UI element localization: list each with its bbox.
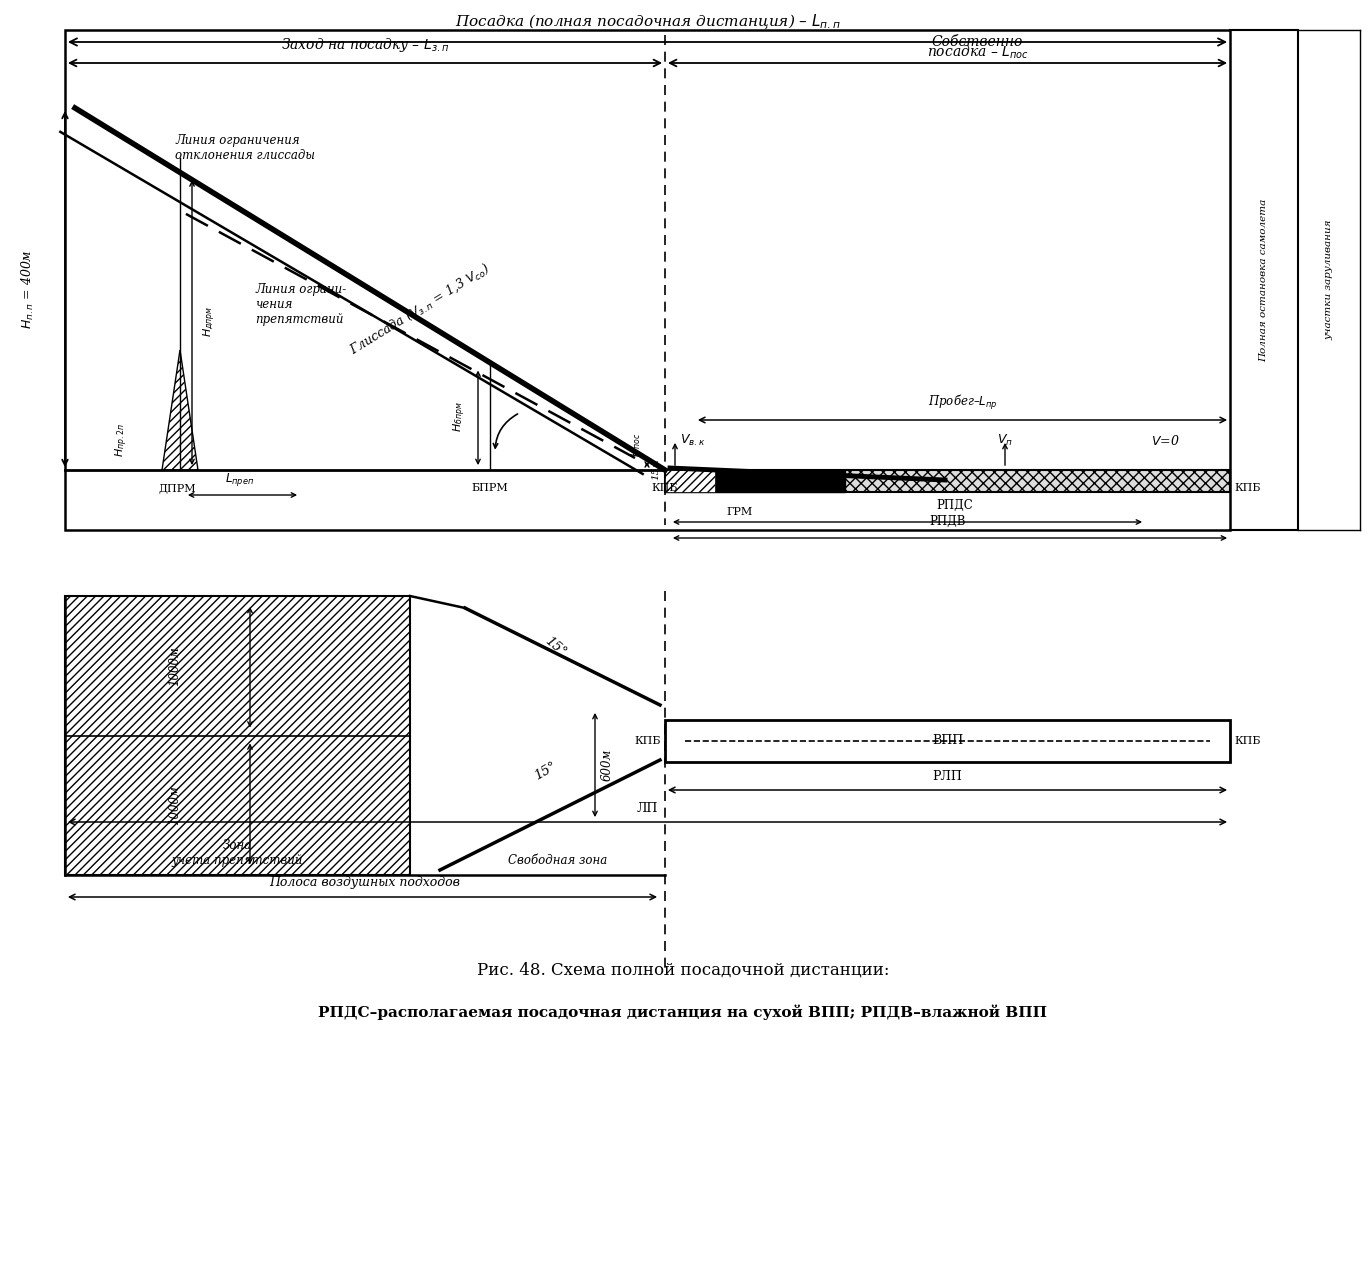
Text: БПРМ: БПРМ [472, 483, 509, 493]
Text: РЛП: РЛП [932, 771, 962, 783]
Text: $V_{в.к}$: $V_{в.к}$ [679, 433, 705, 448]
Text: ДПРМ: ДПРМ [159, 483, 195, 493]
Text: РПДС–располагаемая посадочная дистанция на сухой ВПП; РПДВ–влажной ВПП: РПДС–располагаемая посадочная дистанция … [319, 1005, 1047, 1020]
Text: КПБ: КПБ [1234, 483, 1260, 493]
Text: $V_{п}$: $V_{п}$ [997, 433, 1013, 448]
Text: $L_{преп}$: $L_{преп}$ [226, 471, 254, 488]
Bar [66, 596, 410, 876]
Text: 15м: 15м [651, 458, 660, 480]
Text: ВПП: ВПП [932, 735, 964, 748]
Text: Свободная зона: Свободная зона [509, 854, 607, 867]
Text: КПБ: КПБ [1234, 736, 1260, 746]
Text: Глиссада ($V_{з.п}$ = 1,3 $V_{со}$): Глиссада ($V_{з.п}$ = 1,3 $V_{со}$) [347, 260, 493, 358]
Text: РПДС: РПДС [936, 499, 973, 512]
Text: Линия ограничения
отклонения глиссады: Линия ограничения отклонения глиссады [175, 134, 314, 163]
Text: Рис. 48. Схема полной посадочной дистанции:: Рис. 48. Схема полной посадочной дистанц… [477, 961, 890, 978]
Text: Линия ограни-
чения
препятствий: Линия ограни- чения препятствий [256, 283, 346, 326]
Text: $H_{пр.2п}$: $H_{пр.2п}$ [113, 422, 130, 457]
Text: $H_{дпрм}$: $H_{дпрм}$ [202, 306, 219, 337]
Polygon shape [163, 349, 198, 470]
Bar [664, 470, 1230, 492]
Bar [66, 29, 1230, 530]
Text: ГРМ: ГРМ [727, 507, 753, 517]
Text: Заход на посадку – $L_{з.п}$: Заход на посадку – $L_{з.п}$ [280, 36, 450, 54]
Text: 15°: 15° [541, 634, 569, 659]
Text: $H_{бпрм}$: $H_{бпрм}$ [451, 401, 468, 431]
Text: Полоса воздушных подходов: Полоса воздушных подходов [269, 876, 461, 890]
Bar [664, 719, 1230, 762]
Text: 15°: 15° [532, 760, 558, 783]
Text: КПБ: КПБ [652, 483, 678, 493]
Bar [664, 470, 845, 492]
Polygon shape [664, 470, 715, 492]
Text: ЛП: ЛП [637, 803, 658, 815]
Text: Посадка (полная посадочная дистанция) – $L_{п.п}$: Посадка (полная посадочная дистанция) – … [455, 13, 841, 31]
Text: РПДВ: РПДВ [930, 515, 965, 527]
Text: посадка – $L_{пос}$: посадка – $L_{пос}$ [927, 44, 1028, 61]
Text: $H_{пос}$: $H_{пос}$ [629, 433, 642, 457]
Text: 1000м: 1000м [168, 786, 182, 826]
Text: 600м: 600м [601, 749, 614, 781]
Text: Зона
учета препятствий: Зона учета препятствий [172, 838, 303, 867]
Text: $H_{п.п}$ = 400м: $H_{п.п}$ = 400м [21, 250, 36, 329]
Text: КПБ: КПБ [634, 736, 662, 746]
Text: Пробег–$L_{пр}$: Пробег–$L_{пр}$ [928, 393, 998, 412]
Text: участки заруливания: участки заруливания [1325, 220, 1333, 340]
Text: Собственно: Собственно [932, 35, 1023, 49]
Text: Полная остановка самолета: Полная остановка самолета [1259, 198, 1269, 362]
Text: 1000м: 1000м [168, 646, 182, 686]
Text: $V$=0: $V$=0 [1151, 434, 1180, 448]
